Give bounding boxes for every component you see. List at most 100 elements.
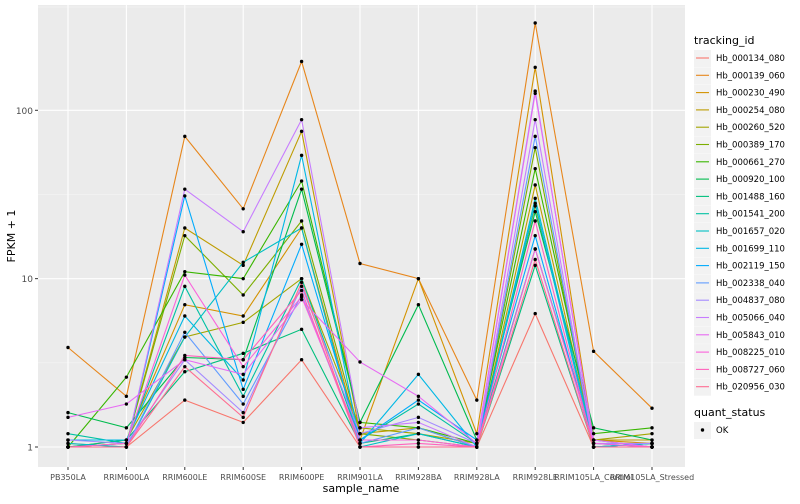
- data-point-Hb_001488_160: [299, 327, 304, 332]
- legend-item-label: Hb_000254_080: [716, 106, 785, 116]
- legend-item: Hb_002338_040: [694, 274, 785, 292]
- data-point-Hb_002338_040: [241, 402, 245, 406]
- legend-item-label: Hb_001541_200: [716, 210, 785, 220]
- data-point-Hb_020956_030: [475, 445, 479, 449]
- data-point-Hb_000260_520: [650, 431, 654, 436]
- data-point-Hb_000134_080: [183, 398, 187, 402]
- data-point-Hb_008225_010: [358, 438, 362, 442]
- data-point-Hb_000139_060: [533, 21, 537, 25]
- data-point-Hb_001699_110: [124, 438, 129, 442]
- data-point-Hb_005066_040: [241, 230, 245, 234]
- x-tick-label: RRIM928BA: [395, 473, 442, 482]
- data-point-Hb_001699_110: [416, 372, 421, 377]
- data-point-Hb_005843_010: [124, 402, 129, 406]
- legend: tracking_id Hb_000134_080Hb_000139_060Hb…: [694, 34, 785, 439]
- data-point-Hb_000139_060: [591, 349, 596, 354]
- data-point-Hb_000254_080: [533, 183, 537, 187]
- y-tick-label: 100: [16, 107, 33, 117]
- data-point-Hb_000134_080: [299, 358, 304, 362]
- data-point-Hb_000661_270: [591, 431, 596, 436]
- x-tick-label: RRIM600PE: [279, 473, 325, 482]
- data-point-Hb_000920_100: [124, 426, 129, 430]
- data-point-Hb_004837_080: [299, 284, 304, 289]
- data-point-Hb_002338_040: [183, 330, 187, 335]
- data-point-Hb_000230_490: [241, 314, 245, 318]
- point-legend-items: OK: [694, 422, 729, 439]
- legend-item: Hb_000254_080: [694, 101, 785, 119]
- point-legend-title: quant_status: [694, 406, 766, 419]
- legend-item-label: Hb_000134_080: [716, 54, 785, 64]
- data-point-Hb_005843_010: [591, 438, 596, 442]
- data-point-Hb_001699_110: [183, 314, 187, 318]
- x-axis-title: sample_name: [323, 482, 400, 495]
- data-point-Hb_000254_080: [299, 129, 304, 134]
- legend-item-label: Hb_001699_110: [716, 244, 785, 254]
- data-point-Hb_000389_170: [533, 145, 537, 150]
- data-point-Hb_000389_170: [241, 293, 245, 297]
- data-point-Hb_005066_040: [533, 117, 537, 122]
- data-point-Hb_005843_010: [416, 394, 421, 399]
- data-point-Hb_000139_060: [475, 398, 479, 402]
- x-tick-label: RRIM105LA_Stressed: [610, 473, 694, 482]
- x-tick-label: RRIM928LA: [454, 473, 500, 482]
- data-point-Hb_000920_100: [299, 187, 304, 191]
- legend-item: Hb_001657_020: [694, 223, 785, 240]
- data-point-Hb_001488_160: [183, 370, 187, 374]
- legend-item-label: Hb_020956_030: [716, 383, 785, 393]
- point-legend-key-dot: [700, 428, 705, 432]
- legend-item: Hb_001699_110: [694, 240, 785, 258]
- data-point-Hb_008225_010: [241, 364, 245, 369]
- data-point-Hb_008727_060: [533, 219, 537, 223]
- legend-item: Hb_008727_060: [694, 361, 785, 379]
- data-point-Hb_000920_100: [358, 420, 362, 425]
- legend-item-label: Hb_000661_270: [716, 158, 785, 168]
- data-point-Hb_000230_490: [183, 303, 187, 307]
- x-tick-label: RRIM600LE: [162, 473, 207, 482]
- legend-item: Hb_000920_100: [694, 171, 785, 189]
- data-point-Hb_020956_030: [416, 445, 421, 449]
- legend-item: Hb_000661_270: [694, 153, 785, 171]
- data-point-Hb_000920_100: [591, 426, 596, 430]
- data-point-Hb_001657_020: [183, 335, 187, 339]
- data-point-Hb_020956_030: [358, 445, 362, 449]
- data-point-Hb_001488_160: [241, 351, 245, 356]
- data-point-Hb_000661_270: [183, 269, 187, 274]
- data-point-Hb_000134_080: [533, 311, 537, 316]
- legend-item: Hb_005843_010: [694, 326, 785, 344]
- data-point-Hb_002119_150: [241, 387, 245, 392]
- data-point-Hb_001657_020: [416, 431, 421, 436]
- y-axis-title: FPKM + 1: [5, 210, 18, 263]
- data-point-Hb_008727_060: [299, 288, 304, 293]
- data-point-Hb_000260_520: [533, 204, 537, 208]
- data-point-Hb_004837_080: [650, 441, 654, 446]
- data-point-Hb_008225_010: [591, 441, 596, 446]
- data-point-Hb_008225_010: [533, 247, 537, 251]
- data-point-Hb_020956_030: [124, 445, 129, 449]
- data-point-Hb_008225_010: [299, 295, 304, 299]
- data-point-Hb_008225_010: [183, 273, 187, 277]
- data-point-Hb_008225_010: [416, 438, 421, 442]
- x-tick-label: RRIM600LA: [104, 473, 150, 482]
- data-point-Hb_000254_080: [241, 263, 245, 268]
- data-point-Hb_000920_100: [650, 438, 654, 442]
- axis-layer: 1 10 100 PB350LA RRIM600LA RRIM600LE RRIM600SE…: [16, 107, 694, 482]
- data-point-Hb_008727_060: [241, 358, 245, 362]
- legend-item: Hb_001488_160: [694, 188, 785, 206]
- data-point-Hb_002119_150: [183, 194, 187, 198]
- data-point-Hb_000230_490: [416, 276, 421, 281]
- data-point-Hb_002338_040: [533, 134, 537, 139]
- data-point-Hb_000661_270: [124, 375, 129, 379]
- data-point-Hb_008727_060: [183, 353, 187, 358]
- data-point-Hb_002119_150: [416, 398, 421, 402]
- legend-item-label: Hb_000260_520: [716, 123, 785, 133]
- legend-item-label: Hb_000139_060: [716, 71, 785, 81]
- data-point-Hb_000139_060: [241, 207, 245, 211]
- data-point-Hb_001541_200: [299, 276, 304, 281]
- data-point-Hb_001657_020: [533, 196, 537, 201]
- legend-item-label: Hb_002119_150: [716, 262, 785, 272]
- data-point-Hb_008727_060: [416, 441, 421, 446]
- data-point-Hb_000920_100: [66, 410, 70, 415]
- data-point-Hb_005066_040: [183, 187, 187, 191]
